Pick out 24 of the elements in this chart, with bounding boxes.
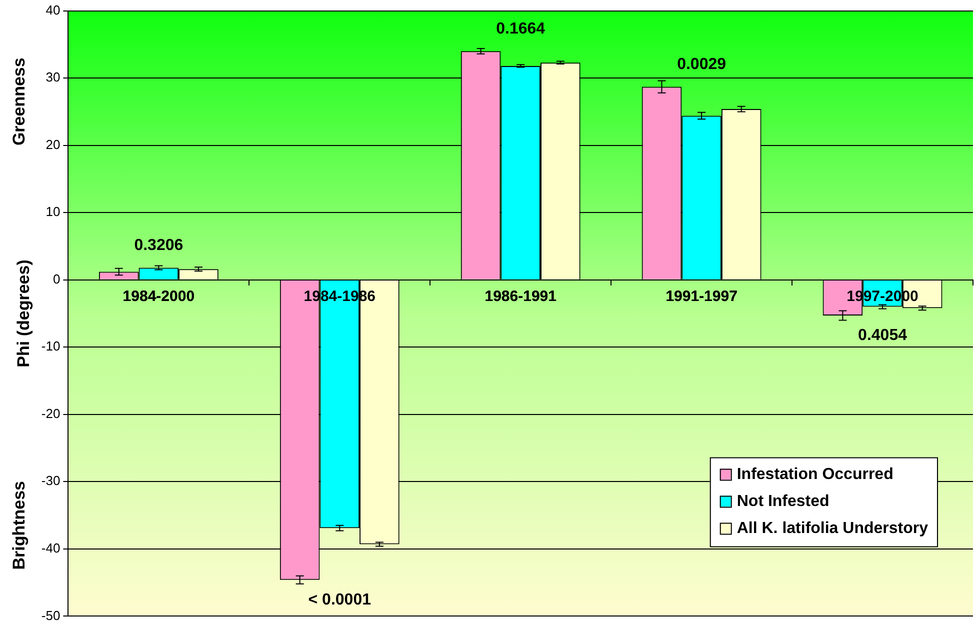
y-tick-label: 10	[46, 204, 60, 220]
y-tick-label: -30	[41, 473, 60, 488]
annotation: 0.1664	[496, 20, 546, 38]
y-axis-title: Phi (degrees)	[14, 260, 33, 368]
y-tick-label: -20	[41, 406, 60, 421]
y-tick-label: 0	[52, 271, 60, 286]
text: Brightness	[10, 480, 29, 570]
y-tick-label: 30	[46, 70, 60, 85]
text: Greenness	[10, 58, 29, 146]
x-tick-label: 1984-2000	[122, 288, 195, 306]
legend-label: Infestation Occurred	[736, 466, 894, 484]
annotation: 0.0029	[677, 56, 726, 74]
y-tick-label: 20	[46, 136, 60, 152]
x-tick-label: 1991-1997	[666, 288, 738, 306]
y-tick-label: -10	[41, 338, 60, 354]
annotation: 0.4054	[858, 326, 908, 344]
legend-label: All K. latifolia Understory	[736, 520, 928, 538]
y-tick-label: -40	[41, 540, 60, 556]
y-tick-label: -50	[41, 608, 60, 623]
annotation: 0.3206	[134, 237, 184, 254]
x-tick-label: 1986-1991	[484, 288, 556, 306]
legend-label: Not Infested	[736, 493, 830, 510]
y-tick-label: 40	[46, 2, 60, 18]
annotation: < 0.0001	[308, 591, 372, 608]
